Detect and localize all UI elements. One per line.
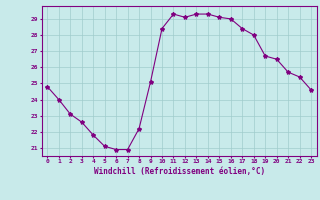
- X-axis label: Windchill (Refroidissement éolien,°C): Windchill (Refroidissement éolien,°C): [94, 167, 265, 176]
